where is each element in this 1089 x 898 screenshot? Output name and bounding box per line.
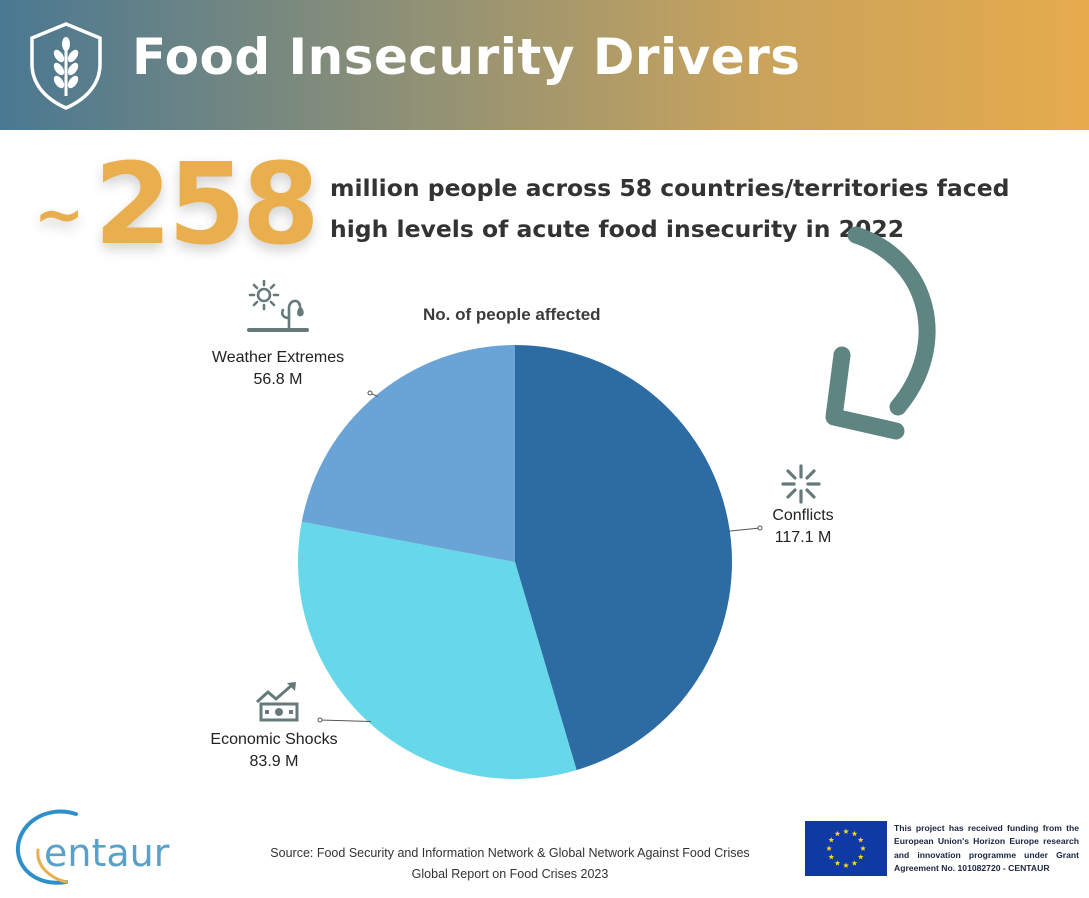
slice-value-conflicts: 117.1 M <box>774 529 832 546</box>
pie-slice-economic-shocks <box>298 521 577 779</box>
leader-line <box>319 719 371 723</box>
eu-star <box>843 828 849 834</box>
eu-star <box>828 854 835 860</box>
source-line-1: Source: Food Security and Information Ne… <box>270 846 750 860</box>
leader-dot <box>367 390 373 396</box>
slice-category-conflicts: Conflicts <box>772 507 834 524</box>
market-cash-icon <box>255 682 299 722</box>
highlight-value: 258 <box>94 140 320 270</box>
centaur-logo-text: entaur <box>44 831 170 875</box>
eu-star <box>828 837 835 843</box>
shield-wheat-icon <box>30 22 102 110</box>
pie-slice-conflicts <box>515 345 732 771</box>
leader-dot <box>757 525 763 531</box>
eu-star <box>834 830 841 837</box>
slice-label-conflicts: Conflicts 117.1 M <box>760 505 846 549</box>
eu-star <box>851 830 858 837</box>
sun-drought-icon <box>247 280 309 332</box>
slice-label-economic-shocks: Economic Shocks 83.9 M <box>196 729 352 773</box>
centaur-logo: entaur <box>15 809 170 885</box>
eu-star <box>860 845 866 851</box>
eu-flag-icon <box>805 821 887 876</box>
page-title: Food Insecurity Drivers <box>132 28 801 86</box>
leader-line <box>727 527 761 532</box>
slice-category-weather-extremes: Weather Extremes <box>211 349 345 366</box>
eu-star <box>857 837 864 843</box>
eu-star <box>843 862 849 868</box>
highlight-text: million people across 58 countries/terri… <box>330 174 1010 243</box>
eu-star <box>857 854 864 860</box>
slice-label-weather-extremes: Weather Extremes 56.8 M <box>196 347 360 391</box>
highlight-prefix: ~ <box>34 180 85 250</box>
header-banner: Food Insecurity Drivers <box>0 0 1089 130</box>
eu-star <box>834 860 841 866</box>
slice-value-economic-shocks: 83.9 M <box>249 753 299 770</box>
eu-star <box>851 860 858 866</box>
leader-dot <box>317 717 323 723</box>
source-line-2: Global Report on Food Crises 2023 <box>411 867 609 881</box>
pie-slice-weather-extremes <box>301 345 515 562</box>
eu-star <box>826 845 832 851</box>
curved-arrow-icon <box>825 226 936 440</box>
slice-value-weather-extremes: 56.8 M <box>253 371 303 388</box>
source-note: Source: Food Security and Information Ne… <box>220 843 800 885</box>
chart-title: No. of people affected <box>423 305 601 324</box>
slice-category-economic-shocks: Economic Shocks <box>210 731 338 748</box>
explosion-icon <box>781 464 821 504</box>
funding-statement: This project has received funding from t… <box>894 823 1079 874</box>
